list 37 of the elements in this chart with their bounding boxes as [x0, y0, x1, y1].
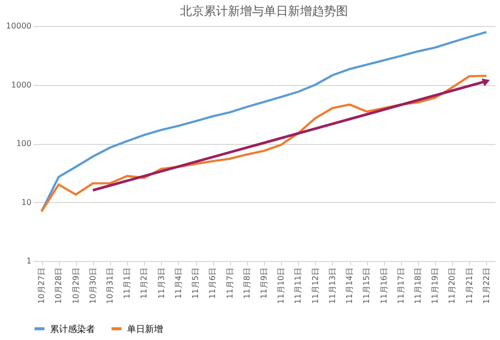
- x-tick-label: 11月9日: [260, 268, 268, 299]
- x-tick-label: 11月16日: [379, 268, 388, 304]
- x-tick-label: 11月11日: [294, 268, 303, 304]
- x-tick-label: 10月27日: [37, 268, 46, 304]
- x-tick-label: 11月10日: [276, 268, 286, 304]
- line-series: [40, 30, 488, 212]
- x-tick-label: 11月12日: [310, 268, 320, 304]
- x-tick-label: 11月20日: [448, 268, 457, 304]
- line-series: [40, 74, 488, 212]
- x-tick-label: 11月8日: [242, 268, 252, 299]
- x-tick-label: 11月22日: [482, 268, 491, 304]
- x-tick-label: 10月28日: [54, 268, 64, 304]
- x-tick-label: 11月2日: [140, 268, 149, 299]
- x-tick-label: 11月4日: [174, 268, 183, 299]
- x-tick-label: 11月17日: [396, 268, 406, 304]
- x-tick-label: 11月5日: [191, 268, 200, 299]
- y-tick-label: 10: [21, 198, 32, 207]
- x-tick-label: 10月31日: [106, 268, 114, 304]
- legend-label: 累计感染者: [50, 324, 95, 335]
- x-tick-label: 11月7日: [225, 268, 234, 299]
- x-tick-label: 10月30日: [88, 268, 98, 304]
- x-tick-label: 11月21日: [464, 268, 474, 304]
- legend-label: 单日新增: [127, 324, 163, 335]
- x-tick-label: 11月1日: [122, 268, 132, 299]
- x-tick-label: 11月14日: [345, 268, 354, 304]
- x-tick-label: 11月6日: [208, 268, 218, 299]
- x-tick-label: 11月3日: [156, 268, 166, 299]
- chart-title: 北京累计新增与单日新增趋势图: [180, 4, 348, 18]
- x-tick-label: 11月18日: [414, 268, 422, 304]
- y-tick-label: 1000: [11, 80, 32, 90]
- x-tick-label: 11月15日: [362, 268, 372, 304]
- y-tick-label: 10000: [6, 22, 32, 30]
- x-tick-label: 10月29日: [71, 268, 80, 304]
- x-tick-label: 11月13日: [328, 268, 337, 304]
- y-tick-label: 1: [26, 256, 32, 266]
- y-tick-label: 100: [16, 139, 32, 148]
- x-tick-label: 11月19日: [430, 268, 440, 304]
